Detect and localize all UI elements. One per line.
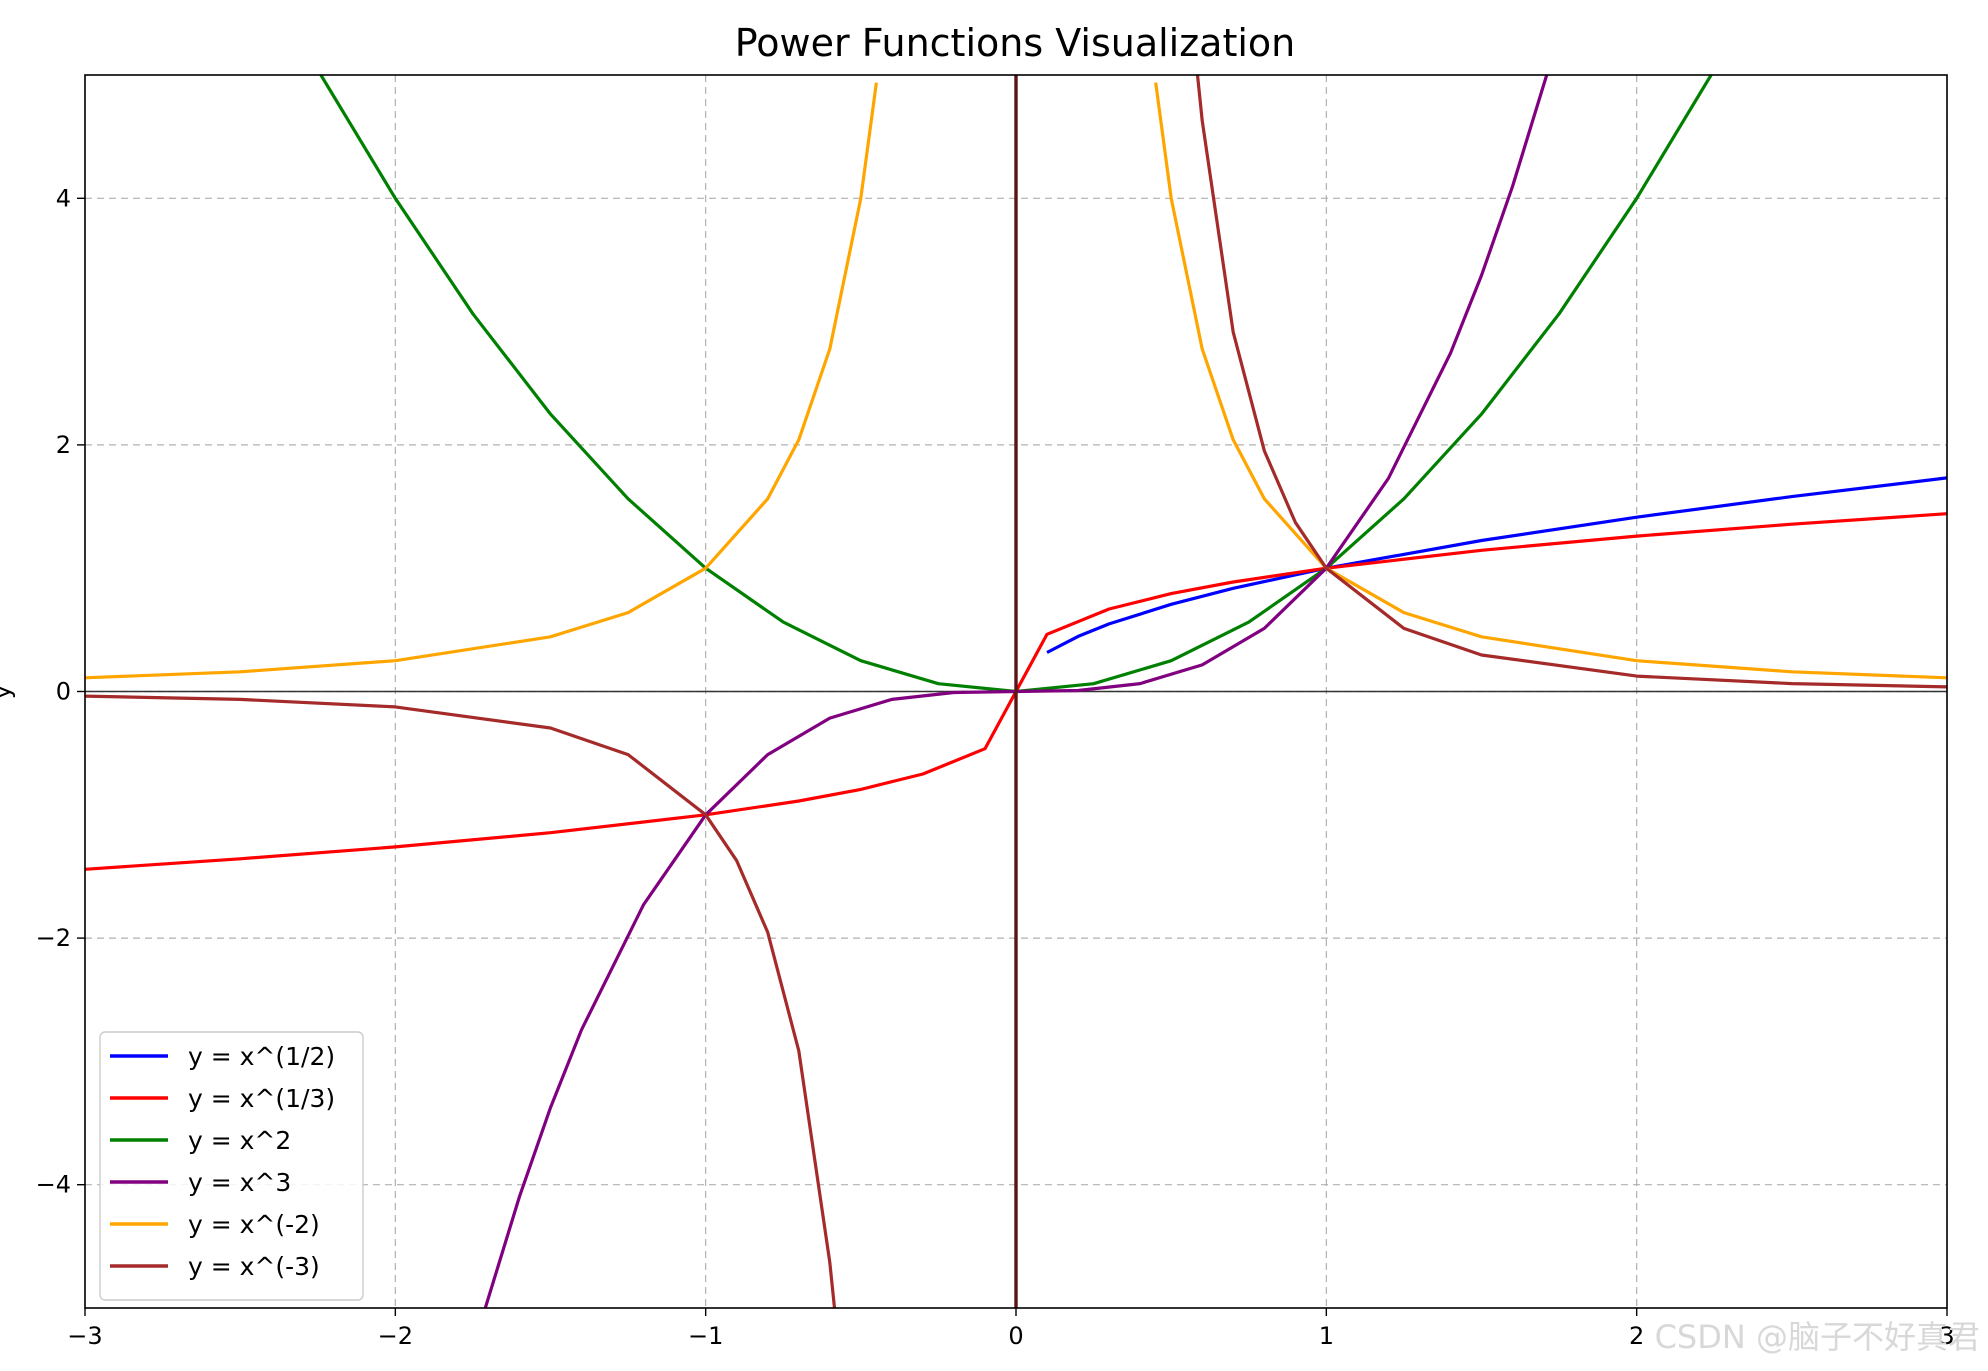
series-lines xyxy=(85,75,1947,1308)
series-line-5 xyxy=(85,75,1947,1308)
legend-label: y = x^2 xyxy=(188,1126,291,1155)
y-tick-label: 0 xyxy=(56,678,71,706)
legend-label: y = x^(-3) xyxy=(188,1252,320,1281)
x-tick-label: −1 xyxy=(688,1322,723,1350)
x-tick-label: 1 xyxy=(1319,1322,1334,1350)
x-tick-label: 2 xyxy=(1629,1322,1644,1350)
legend-label: y = x^(1/2) xyxy=(188,1042,335,1071)
x-tick-label: −2 xyxy=(378,1322,413,1350)
x-tick-label: 0 xyxy=(1008,1322,1023,1350)
x-tick-label: −3 xyxy=(67,1322,102,1350)
y-tick-label: −2 xyxy=(36,924,71,952)
series-line-0 xyxy=(1046,476,1947,654)
y-tick-label: 2 xyxy=(56,431,71,459)
watermark-text: CSDN @脑子不好真君 xyxy=(1655,1318,1980,1356)
legend: y = x^(1/2) y = x^(1/3) y = x^2 y = x^3 y = … xyxy=(99,1031,364,1301)
chart-title: Power Functions Visualization xyxy=(735,21,1296,65)
legend-label: y = x^(1/3) xyxy=(188,1084,335,1113)
x-tick-label: 3 xyxy=(1939,1322,1954,1350)
legend-label: y = x^3 xyxy=(188,1168,291,1197)
y-tick-label: −4 xyxy=(36,1171,71,1199)
legend-label: y = x^(-2) xyxy=(188,1210,320,1239)
axis-ticks: −3 −2 −1 0 1 2 3 −4 −2 0 2 4 xyxy=(36,184,1955,1350)
y-axis-label: y xyxy=(0,685,16,699)
y-tick-label: 4 xyxy=(56,184,71,212)
